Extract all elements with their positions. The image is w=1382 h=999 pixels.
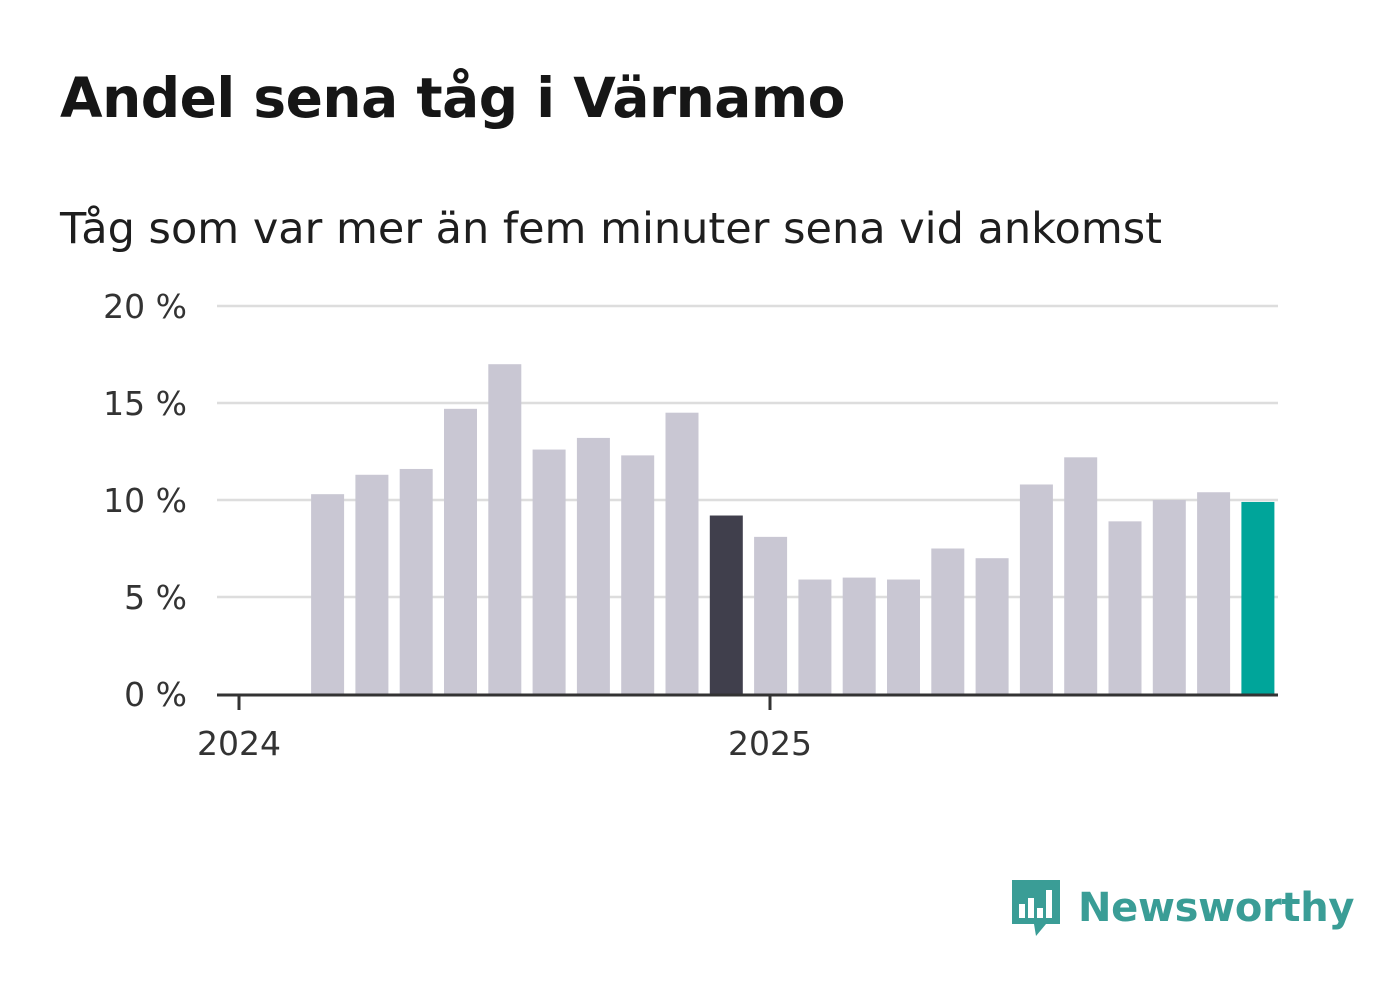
x-tick-label: 2025 bbox=[728, 724, 812, 763]
bar bbox=[1108, 521, 1142, 694]
bar bbox=[311, 494, 345, 694]
bar bbox=[488, 364, 522, 694]
y-tick-label: 20 % bbox=[103, 287, 187, 326]
bar bbox=[1064, 457, 1098, 694]
bar bbox=[1152, 500, 1186, 694]
bar bbox=[665, 412, 699, 694]
bar bbox=[709, 515, 743, 694]
bar bbox=[532, 449, 566, 694]
bar bbox=[975, 558, 1009, 694]
bar bbox=[444, 408, 477, 694]
y-tick-label: 0 % bbox=[124, 675, 187, 714]
bar bbox=[887, 579, 920, 694]
bar bbox=[621, 455, 655, 694]
chart-subtitle: Tåg som var mer än fem minuter sena vid … bbox=[60, 204, 1163, 254]
brand-name: Newsworthy bbox=[1078, 885, 1355, 931]
bar bbox=[798, 579, 832, 694]
bar bbox=[576, 437, 610, 694]
brand-logo: Newsworthy bbox=[1010, 878, 1355, 938]
bars bbox=[311, 364, 1275, 694]
bar bbox=[842, 577, 876, 694]
chart-title: Andel sena tåg i Värnamo bbox=[60, 66, 845, 130]
bar bbox=[355, 474, 389, 694]
gridlines bbox=[217, 304, 1278, 599]
y-tick-label: 10 % bbox=[103, 481, 187, 520]
bar bbox=[1197, 492, 1231, 694]
y-tick-label: 5 % bbox=[124, 578, 187, 617]
y-axis: 0 % 5 % 10 % 15 % 20 % bbox=[103, 287, 187, 714]
bar-chart-speech-bubble-icon bbox=[1012, 880, 1060, 936]
x-tick-label: 2024 bbox=[197, 724, 281, 763]
bar bbox=[931, 548, 965, 694]
bar bbox=[754, 536, 788, 694]
y-tick-label: 15 % bbox=[103, 384, 187, 423]
bar bbox=[1241, 501, 1275, 694]
bar bbox=[399, 468, 433, 694]
x-axis: 2024 2025 bbox=[197, 693, 1278, 763]
bar bbox=[1019, 484, 1053, 694]
